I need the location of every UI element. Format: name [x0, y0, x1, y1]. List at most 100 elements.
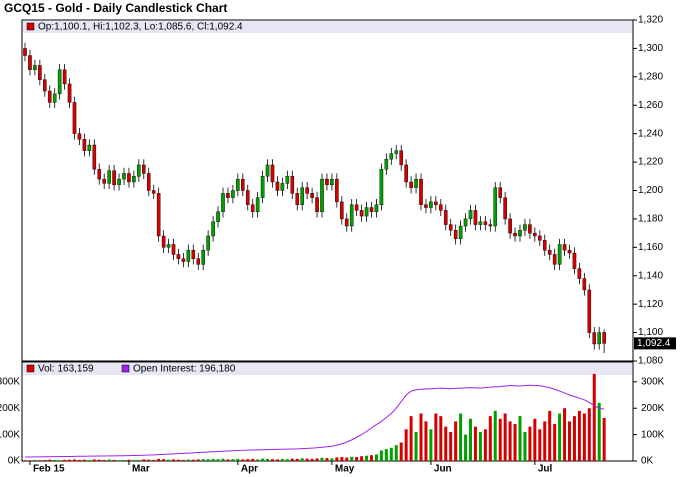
volume-bar — [419, 413, 423, 461]
volume-bar — [280, 458, 284, 461]
volume-bar — [478, 431, 482, 461]
candle-body — [483, 221, 488, 225]
y-tick-label: 1,260 — [638, 100, 663, 111]
candle-body — [473, 210, 478, 225]
candle-body — [191, 249, 196, 259]
volume-bar — [107, 459, 111, 461]
volume-bar — [513, 424, 517, 461]
volume-bar — [127, 459, 131, 461]
volume-bar — [137, 459, 141, 461]
candle-body — [513, 232, 517, 237]
volume-tick-label-left: 200K — [0, 403, 20, 414]
volume-bar — [77, 459, 81, 461]
volume-tick-label-left: 100K — [0, 429, 20, 440]
candle-body — [533, 232, 537, 237]
candle-body — [186, 249, 191, 262]
candle-body — [419, 178, 423, 205]
volume-bar — [68, 459, 72, 461]
volume-bar — [365, 455, 369, 461]
candle-body — [399, 150, 404, 166]
volume-bar — [424, 421, 428, 461]
candle-body — [107, 170, 111, 184]
volume-swatch — [26, 364, 35, 373]
last-price-box — [634, 337, 676, 350]
ohlc-label: Op:1,100.1, Hi:1,102.3, Lo:1,085.6, Cl:1… — [38, 22, 243, 33]
candle-body — [335, 178, 339, 203]
volume-bar — [28, 460, 32, 461]
candle-body — [38, 65, 42, 80]
candle-body — [181, 258, 186, 262]
volume-bar — [379, 450, 383, 461]
volume-bar — [191, 459, 195, 461]
volume-bar — [82, 459, 86, 461]
x-tick-label: Feb 15 — [33, 464, 65, 475]
volume-bar — [162, 459, 166, 461]
y-tick-label: 1,280 — [638, 71, 663, 82]
volume-bar — [196, 459, 200, 461]
volume-bar — [43, 460, 47, 461]
volume-bar — [404, 429, 408, 461]
candle-body — [389, 153, 394, 160]
volume-bar — [483, 429, 487, 461]
candle-body — [394, 150, 399, 154]
candle-body — [374, 204, 379, 213]
x-tick-label: May — [335, 464, 355, 475]
candle-body — [270, 164, 275, 183]
volume-bar — [241, 459, 245, 461]
candle-body — [28, 55, 32, 70]
candle-body — [424, 204, 428, 208]
candle-body — [245, 190, 250, 205]
ohlc-swatch — [26, 22, 35, 31]
candle-body — [538, 235, 542, 241]
candle-body — [488, 224, 493, 227]
volume-bar — [558, 413, 562, 461]
candle-body — [508, 218, 512, 234]
candle-body — [52, 93, 57, 103]
volume-bar — [290, 458, 294, 461]
candle-body — [97, 168, 102, 180]
volume-bar — [602, 417, 606, 461]
candle-body — [592, 332, 597, 345]
candle-body — [201, 249, 206, 265]
volume-bar — [266, 458, 270, 461]
candle-body — [379, 168, 384, 205]
volume-bar — [320, 457, 324, 461]
candle-body — [240, 178, 245, 191]
candle-body — [468, 210, 473, 220]
candle-body — [562, 244, 567, 251]
volume-bar — [543, 421, 547, 461]
candle-body — [77, 133, 82, 140]
volume-bar — [216, 459, 220, 461]
volume-bar — [389, 447, 393, 461]
open-interest-line — [24, 384, 605, 458]
candle-body — [597, 332, 601, 345]
volume-bar — [251, 458, 255, 461]
volume-bar — [261, 458, 265, 461]
candle-body — [280, 183, 285, 191]
volume-bar — [508, 421, 512, 461]
volume-bar — [572, 416, 576, 461]
candle-body — [221, 193, 225, 213]
y-tick-label: 1,080 — [638, 356, 663, 367]
candle-body — [463, 218, 468, 227]
candle-body — [43, 79, 47, 92]
volume-tick-label: 300K — [641, 376, 665, 387]
volume-bar — [231, 459, 235, 461]
volume-bar — [226, 459, 230, 461]
volume-bar — [399, 442, 403, 461]
y-tick-label: 1,320 — [638, 15, 663, 26]
volume-bar — [592, 373, 596, 461]
candle-body — [33, 65, 37, 70]
candle-body — [493, 187, 498, 227]
volume-tick-label: 100K — [641, 429, 665, 440]
candle-body — [448, 224, 453, 231]
candle-body — [216, 211, 220, 222]
volume-bar — [73, 459, 76, 461]
chart-title: GCQ15 - Gold - Daily Candlestick Chart — [4, 1, 227, 15]
candle-body — [87, 144, 92, 151]
volume-bar — [449, 431, 453, 461]
x-tick-label: Jul — [538, 464, 553, 475]
candle-body — [429, 201, 433, 208]
volume-bar — [597, 402, 601, 461]
